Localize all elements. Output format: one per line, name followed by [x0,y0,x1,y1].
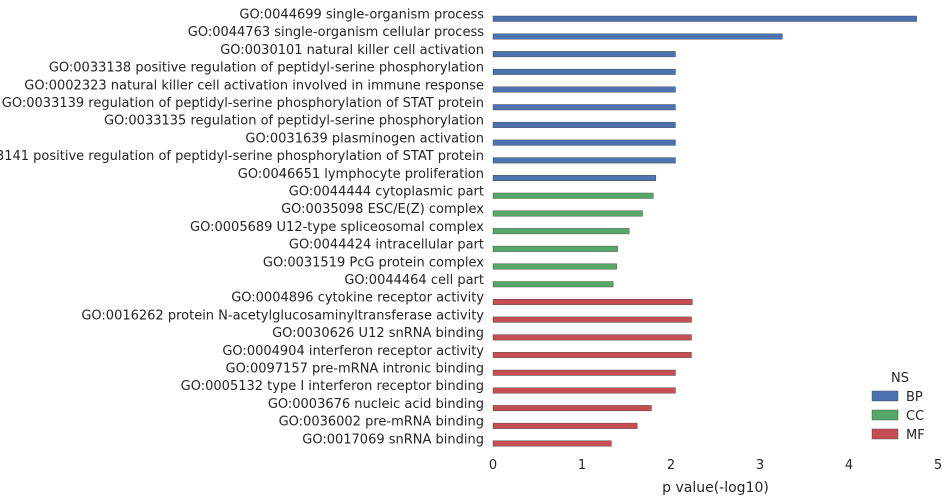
bar-bp [492,68,676,75]
y-tick-label: GO:0035098 ESC/E(Z) complex [281,202,484,217]
bar-bp [492,15,917,22]
y-tick-label: GO:0005689 U12-type spliceosomal complex [190,220,484,235]
bar-cc [492,210,643,217]
bar-bp [492,139,676,146]
bar-cc [492,245,618,252]
y-tick-label: GO:0044763 single-organism cellular proc… [188,25,484,40]
y-tick-label: GO:0097157 pre-mRNA intronic binding [226,362,484,377]
y-tick-label: GO:0033139 regulation of peptidyl-serine… [2,96,484,111]
bar-mf [492,422,638,429]
y-tick-label: GO:0004896 cytokine receptor activity [231,291,484,306]
legend-swatch-bp [871,390,899,402]
legend-swatch-cc [871,409,899,421]
bar-bp [492,33,783,40]
bar-cc [492,263,617,270]
bar-mf [492,405,652,412]
bar-cc [492,281,614,288]
y-tick-label: GO:0005132 type I interferon receptor bi… [181,379,484,394]
y-tick-label: GO:0002323 natural killer cell activatio… [24,78,484,93]
y-tick-label: GO:0044699 single-organism process [239,8,484,23]
bar-bp [492,121,676,128]
y-tick-label: GO:0033135 regulation of peptidyl-serine… [104,114,484,129]
y-tick-label: GO:0033138 positive regulation of peptid… [49,61,484,76]
bar-mf [492,334,692,341]
bar-cc [492,228,630,235]
y-tick-label: GO:0004904 interferon receptor activity [222,344,484,359]
bar-bp [492,175,657,182]
x-tick-label: 2 [667,458,675,473]
legend-title: NS [891,371,909,386]
x-tick-label: 5 [934,458,942,473]
bar-mf [492,387,676,394]
bar-mf [492,369,676,376]
bar-mf [492,299,693,305]
bar-mf [492,352,692,358]
legend-label-mf: MF [906,428,925,443]
y-tick-label: GO:0031639 plasminogen activation [245,131,484,146]
y-tick-label: GO:0031519 PcG protein complex [263,255,484,270]
x-tick-label: 3 [756,458,764,473]
y-tick-label: GO:0044444 cytoplasmic part [289,185,484,200]
y-tick-label: GO:0036002 pre-mRNA binding [279,415,484,430]
y-tick-label: GO:0016262 protein N-acetylglucosaminylt… [81,308,484,323]
x-tick-label: 0 [489,458,497,473]
y-tick-label: GO:0030626 U12 snRNA binding [272,326,484,341]
bar-bp [492,157,676,164]
legend-swatch-mf [871,428,899,440]
bar-bp [492,86,676,93]
legend-label-bp: BP [906,390,923,405]
bar-mf [492,316,692,323]
legend-label-cc: CC [906,409,924,424]
y-tick-label: GO:0044424 intracellular part [289,238,484,253]
y-tick-label: GO:0046651 lymphocyte proliferation [238,167,484,182]
y-tick-label: GO:0003676 nucleic acid binding [268,397,484,412]
y-tick-label: GO:0033141 positive regulation of peptid… [0,149,484,164]
x-tick-label: 1 [578,458,586,473]
x-tick-label: 4 [845,458,853,473]
y-tick-label: GO:0017069 snRNA binding [302,432,484,447]
bar-mf [492,440,612,447]
bar-bp [492,104,676,111]
bar-bp [492,51,676,58]
bar-cc [492,192,654,199]
y-tick-label: GO:0044464 cell part [344,273,484,288]
y-tick-label: GO:0030101 natural killer cell activatio… [220,43,484,58]
x-axis-label: p value(-log10) [662,480,769,496]
